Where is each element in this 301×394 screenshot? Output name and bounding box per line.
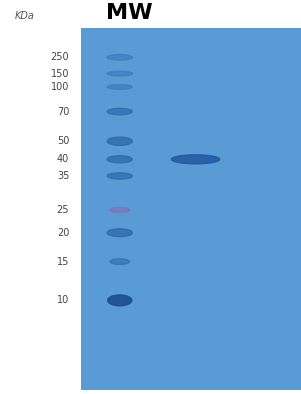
Text: 250: 250 bbox=[51, 52, 69, 62]
Text: KDa: KDa bbox=[15, 11, 35, 20]
Text: 40: 40 bbox=[57, 154, 69, 164]
Ellipse shape bbox=[108, 295, 132, 306]
Text: 10: 10 bbox=[57, 296, 69, 305]
Ellipse shape bbox=[107, 54, 132, 60]
Text: 100: 100 bbox=[51, 82, 69, 92]
Ellipse shape bbox=[107, 173, 132, 179]
Ellipse shape bbox=[107, 156, 132, 163]
Ellipse shape bbox=[110, 259, 130, 264]
Text: 50: 50 bbox=[57, 136, 69, 146]
Text: 20: 20 bbox=[57, 228, 69, 238]
Text: 70: 70 bbox=[57, 106, 69, 117]
Ellipse shape bbox=[107, 85, 132, 89]
Text: 15: 15 bbox=[57, 256, 69, 267]
Ellipse shape bbox=[110, 207, 130, 212]
Ellipse shape bbox=[107, 108, 132, 115]
Text: 35: 35 bbox=[57, 171, 69, 181]
Text: 150: 150 bbox=[51, 69, 69, 78]
Ellipse shape bbox=[107, 71, 132, 76]
Text: MW: MW bbox=[106, 3, 153, 23]
Text: 25: 25 bbox=[57, 205, 69, 215]
Ellipse shape bbox=[171, 155, 220, 164]
Ellipse shape bbox=[107, 137, 132, 145]
Ellipse shape bbox=[107, 229, 132, 237]
